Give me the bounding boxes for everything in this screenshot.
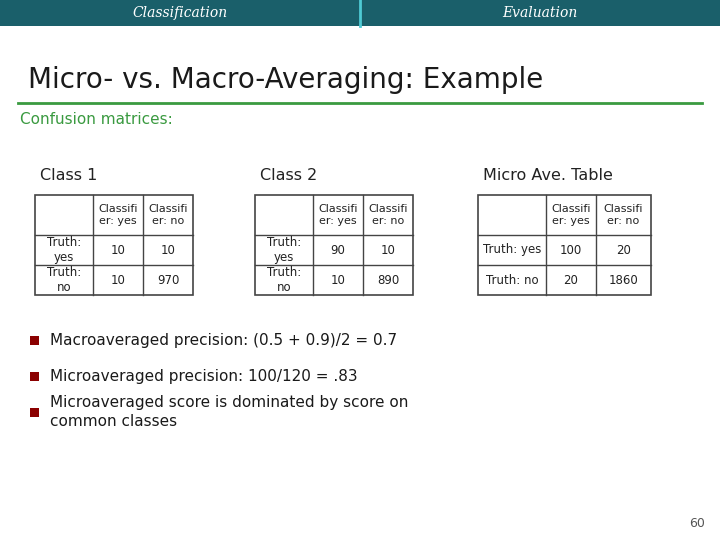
Text: Micro Ave. Table: Micro Ave. Table: [483, 167, 613, 183]
Text: Truth: no: Truth: no: [486, 273, 539, 287]
Text: Confusion matrices:: Confusion matrices:: [20, 112, 173, 127]
Text: Truth:
no: Truth: no: [267, 266, 301, 294]
Text: Classifi
er: no: Classifi er: no: [604, 204, 643, 226]
Text: 100: 100: [560, 244, 582, 256]
Text: Classifi
er: no: Classifi er: no: [368, 204, 408, 226]
FancyBboxPatch shape: [30, 372, 39, 381]
Text: 890: 890: [377, 273, 399, 287]
Text: 20: 20: [616, 244, 631, 256]
Text: 10: 10: [161, 244, 176, 256]
FancyBboxPatch shape: [0, 26, 720, 540]
FancyBboxPatch shape: [255, 195, 413, 295]
Text: 10: 10: [111, 273, 125, 287]
FancyBboxPatch shape: [30, 408, 39, 416]
FancyBboxPatch shape: [30, 335, 39, 345]
Text: 10: 10: [381, 244, 395, 256]
FancyBboxPatch shape: [478, 195, 651, 295]
Text: 60: 60: [689, 517, 705, 530]
Text: 10: 10: [330, 273, 346, 287]
Text: 20: 20: [564, 273, 578, 287]
Text: Truth:
yes: Truth: yes: [267, 236, 301, 264]
Text: 1860: 1860: [608, 273, 639, 287]
FancyBboxPatch shape: [35, 195, 193, 295]
Text: Classifi
er: yes: Classifi er: yes: [318, 204, 358, 226]
Text: Class 2: Class 2: [260, 167, 318, 183]
Text: 970: 970: [157, 273, 179, 287]
Text: Classifi
er: yes: Classifi er: yes: [98, 204, 138, 226]
Text: Microaveraged score is dominated by score on
common classes: Microaveraged score is dominated by scor…: [50, 395, 408, 429]
Text: Evaluation: Evaluation: [503, 6, 577, 20]
Text: Class 1: Class 1: [40, 167, 97, 183]
Text: Classifi
er: yes: Classifi er: yes: [552, 204, 590, 226]
Text: Truth:
no: Truth: no: [47, 266, 81, 294]
FancyBboxPatch shape: [0, 0, 720, 26]
Text: Microaveraged precision: 100/120 = .83: Microaveraged precision: 100/120 = .83: [50, 368, 358, 383]
Text: Micro- vs. Macro-Averaging: Example: Micro- vs. Macro-Averaging: Example: [28, 66, 544, 94]
Text: Classification: Classification: [132, 6, 228, 20]
Text: Truth: yes: Truth: yes: [483, 244, 541, 256]
Text: Classifi
er: no: Classifi er: no: [148, 204, 188, 226]
Text: Truth:
yes: Truth: yes: [47, 236, 81, 264]
Text: 90: 90: [330, 244, 346, 256]
Text: Macroaveraged precision: (0.5 + 0.9)/2 = 0.7: Macroaveraged precision: (0.5 + 0.9)/2 =…: [50, 333, 397, 348]
Text: 10: 10: [111, 244, 125, 256]
